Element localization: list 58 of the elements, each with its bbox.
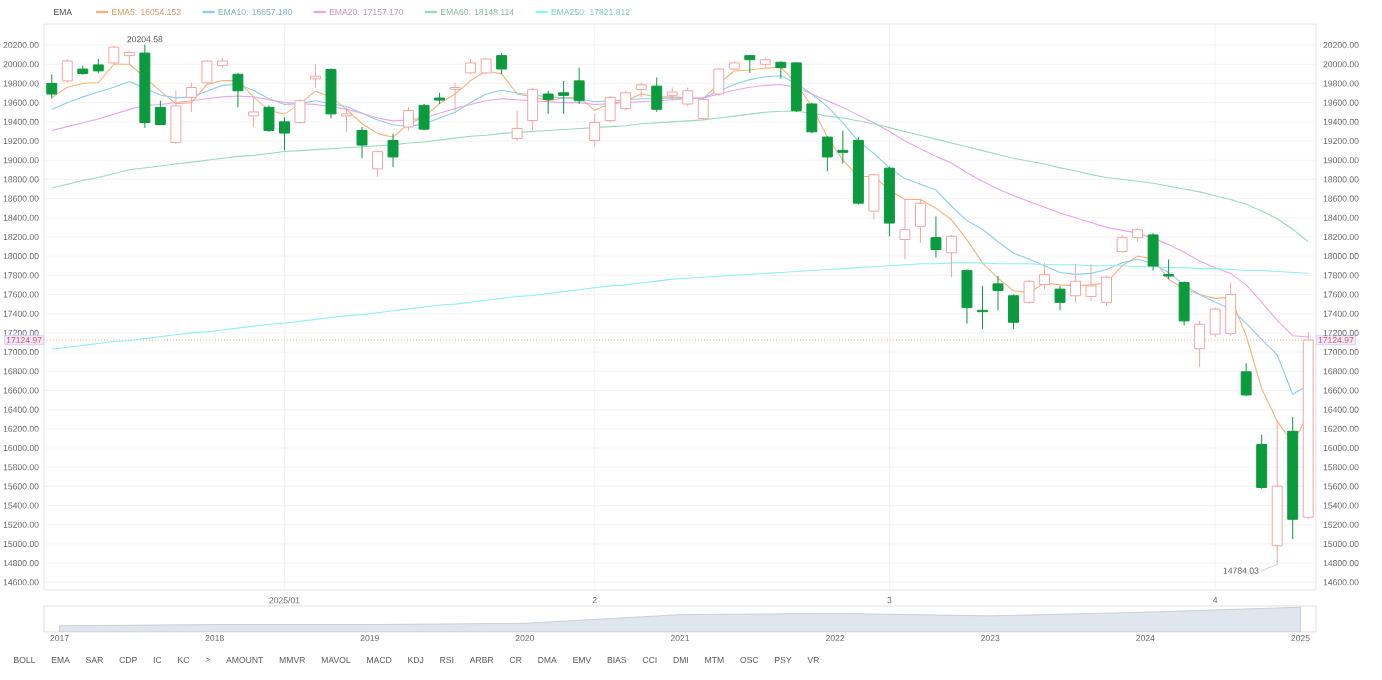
candlestick	[278, 116, 290, 151]
candlestick	[1240, 362, 1252, 397]
candlestick	[263, 104, 275, 133]
candlestick	[713, 67, 725, 97]
candlestick	[201, 59, 213, 85]
candlestick	[899, 199, 911, 260]
candlestick	[511, 110, 523, 141]
candlestick	[1225, 282, 1237, 336]
candlestick	[945, 234, 957, 278]
candlestick	[1101, 275, 1113, 307]
candlestick	[170, 90, 182, 145]
candlestick	[1209, 307, 1221, 338]
candlestick	[1039, 262, 1050, 290]
candlestick	[449, 82, 461, 112]
candlestick	[930, 215, 942, 258]
candlestick	[914, 199, 926, 244]
candlestick	[372, 149, 383, 178]
candlestick	[1147, 232, 1159, 272]
candlestick	[1178, 280, 1190, 326]
candlestick	[961, 268, 973, 325]
candlestick	[1070, 263, 1082, 303]
candlestick	[310, 63, 321, 88]
candlestick	[1023, 279, 1035, 305]
candlestick	[356, 126, 368, 159]
candlestick	[806, 102, 818, 134]
candlestick	[1054, 285, 1066, 311]
candlestick	[1163, 258, 1175, 280]
candlestick	[325, 67, 337, 120]
candlestick	[387, 133, 399, 168]
candlestick	[1085, 263, 1097, 302]
candlestick	[837, 129, 849, 165]
candlestick	[573, 67, 585, 105]
candlestick	[1256, 434, 1268, 490]
candlestick	[542, 90, 554, 115]
candlestick	[790, 61, 802, 113]
candlestick	[589, 113, 601, 148]
candlestick	[1194, 320, 1206, 368]
candlestick	[61, 58, 73, 84]
candlestick	[620, 90, 632, 112]
candlestick	[154, 100, 166, 126]
candlestick	[992, 275, 1004, 311]
candlestick	[247, 96, 259, 128]
candlestick	[821, 135, 833, 172]
candlestick	[232, 72, 244, 108]
candlestick	[558, 80, 570, 115]
candlestick	[682, 86, 694, 107]
candlestick	[527, 86, 539, 131]
candlestick	[341, 106, 352, 133]
candlestick	[1008, 294, 1019, 330]
candlestick	[294, 98, 306, 125]
candlestick	[185, 82, 197, 113]
candlestick	[651, 77, 663, 113]
candlestick	[496, 52, 508, 75]
candlestick	[403, 106, 415, 131]
candlestick	[418, 103, 430, 131]
candlestick	[868, 172, 880, 221]
candlestick	[604, 95, 616, 124]
candlestick	[46, 73, 58, 100]
